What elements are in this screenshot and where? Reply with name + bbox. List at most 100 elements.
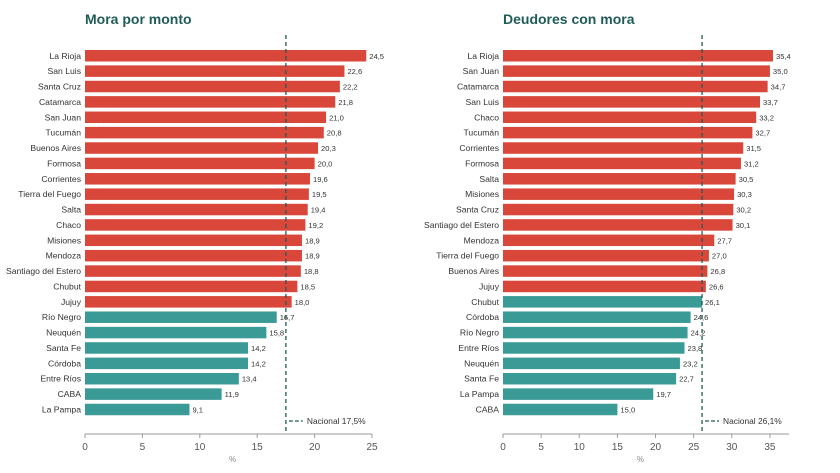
category-label: Tierra del Fuego [436,251,499,261]
x-tick-label: 10 [574,442,586,453]
value-label: 30,1 [736,221,751,230]
bar [503,219,733,231]
category-label: Misiones [47,235,81,245]
value-label: 30,2 [736,206,751,215]
value-label: 19,7 [656,390,671,399]
x-tick-label: 25 [366,442,378,453]
category-label: Tucumán [463,128,499,138]
bar [85,311,277,323]
value-label: 24,6 [694,313,709,322]
value-label: 34,7 [771,83,786,92]
bar [503,388,654,400]
value-label: 26,8 [710,267,725,276]
value-label: 14,2 [251,359,266,368]
value-label: 14,2 [251,344,266,353]
value-label: 26,1 [705,298,720,307]
bar [503,142,744,154]
value-label: 18,9 [305,252,320,261]
value-label: 19,2 [308,221,323,230]
bar [85,188,309,200]
bar [503,234,715,247]
value-label: 19,4 [311,206,326,215]
value-label: 30,5 [739,175,754,184]
bar [85,265,301,277]
category-label: Mendoza [46,251,82,261]
x-tick-label: 15 [612,442,624,453]
x-tick-label: 10 [194,442,206,453]
value-label: 27,0 [712,252,727,261]
category-label: Formosa [465,158,499,168]
value-label: 30,3 [737,190,752,199]
bar [503,296,703,308]
value-label: 27,7 [717,236,732,245]
value-label: 33,2 [759,113,774,122]
bar [85,403,190,416]
category-label: Formosa [47,158,81,168]
value-label: 18,9 [305,236,320,245]
bar [85,280,298,293]
value-label: 35,0 [773,67,788,76]
bar [503,265,708,277]
x-axis-label: % [229,455,236,464]
bar [85,342,249,354]
category-label: San Luis [48,66,81,76]
chart-title: Deudores con mora [503,11,635,27]
bar [503,326,688,339]
reference-legend-label: Nacional 17,5% [307,416,366,426]
category-label: Misiones [465,189,499,199]
category-label: Santa Cruz [38,82,81,92]
value-label: 24,5 [369,52,384,61]
category-label: Santa Fe [464,374,499,384]
category-label: Córdoba [466,312,499,322]
bar [503,357,680,370]
bar [85,96,336,108]
category-label: Entre Ríos [40,374,81,384]
bar [85,249,302,262]
bar [503,311,691,323]
value-label: 22,7 [679,375,694,384]
bar [85,111,327,124]
value-label: 32,7 [755,129,770,138]
bar [503,188,735,200]
category-label: Tierra del Fuego [18,189,81,199]
value-label: 23,8 [688,344,703,353]
x-tick-label: 25 [688,442,700,453]
category-label: La Pampa [42,404,81,414]
bar [85,50,367,62]
bar [85,203,308,216]
x-tick-label: 5 [140,442,146,453]
value-label: 20,3 [321,144,336,153]
category-label: Chubut [53,281,81,291]
category-label: Santa Fe [46,343,81,353]
category-label: Río Negro [42,312,81,322]
category-label: La Pampa [460,389,499,399]
category-label: La Rioja [49,51,81,61]
category-label: San Juan [45,112,82,122]
value-label: 24,2 [691,329,706,338]
x-tick-label: 30 [726,442,738,453]
category-label: CABA [58,389,82,399]
category-label: Santiago del Estero [6,266,81,276]
x-tick-label: 35 [764,442,776,453]
value-label: 18,8 [304,267,319,276]
x-tick-label: 0 [500,442,506,453]
value-label: 11,9 [225,390,239,399]
value-label: 18,0 [295,298,310,307]
value-label: 23,2 [683,359,698,368]
category-label: Jujuy [479,281,500,291]
bar [85,372,239,385]
bar [85,157,315,170]
category-label: Corrientes [41,174,81,184]
bar [85,219,306,231]
bar [85,296,292,308]
category-label: Catamarca [457,82,499,92]
category-label: Entre Ríos [458,343,499,353]
x-tick-label: 0 [82,442,88,453]
bar [503,126,753,139]
value-label: 35,4 [776,52,791,61]
bar [85,126,324,139]
bar [503,50,773,62]
bar [503,80,768,93]
